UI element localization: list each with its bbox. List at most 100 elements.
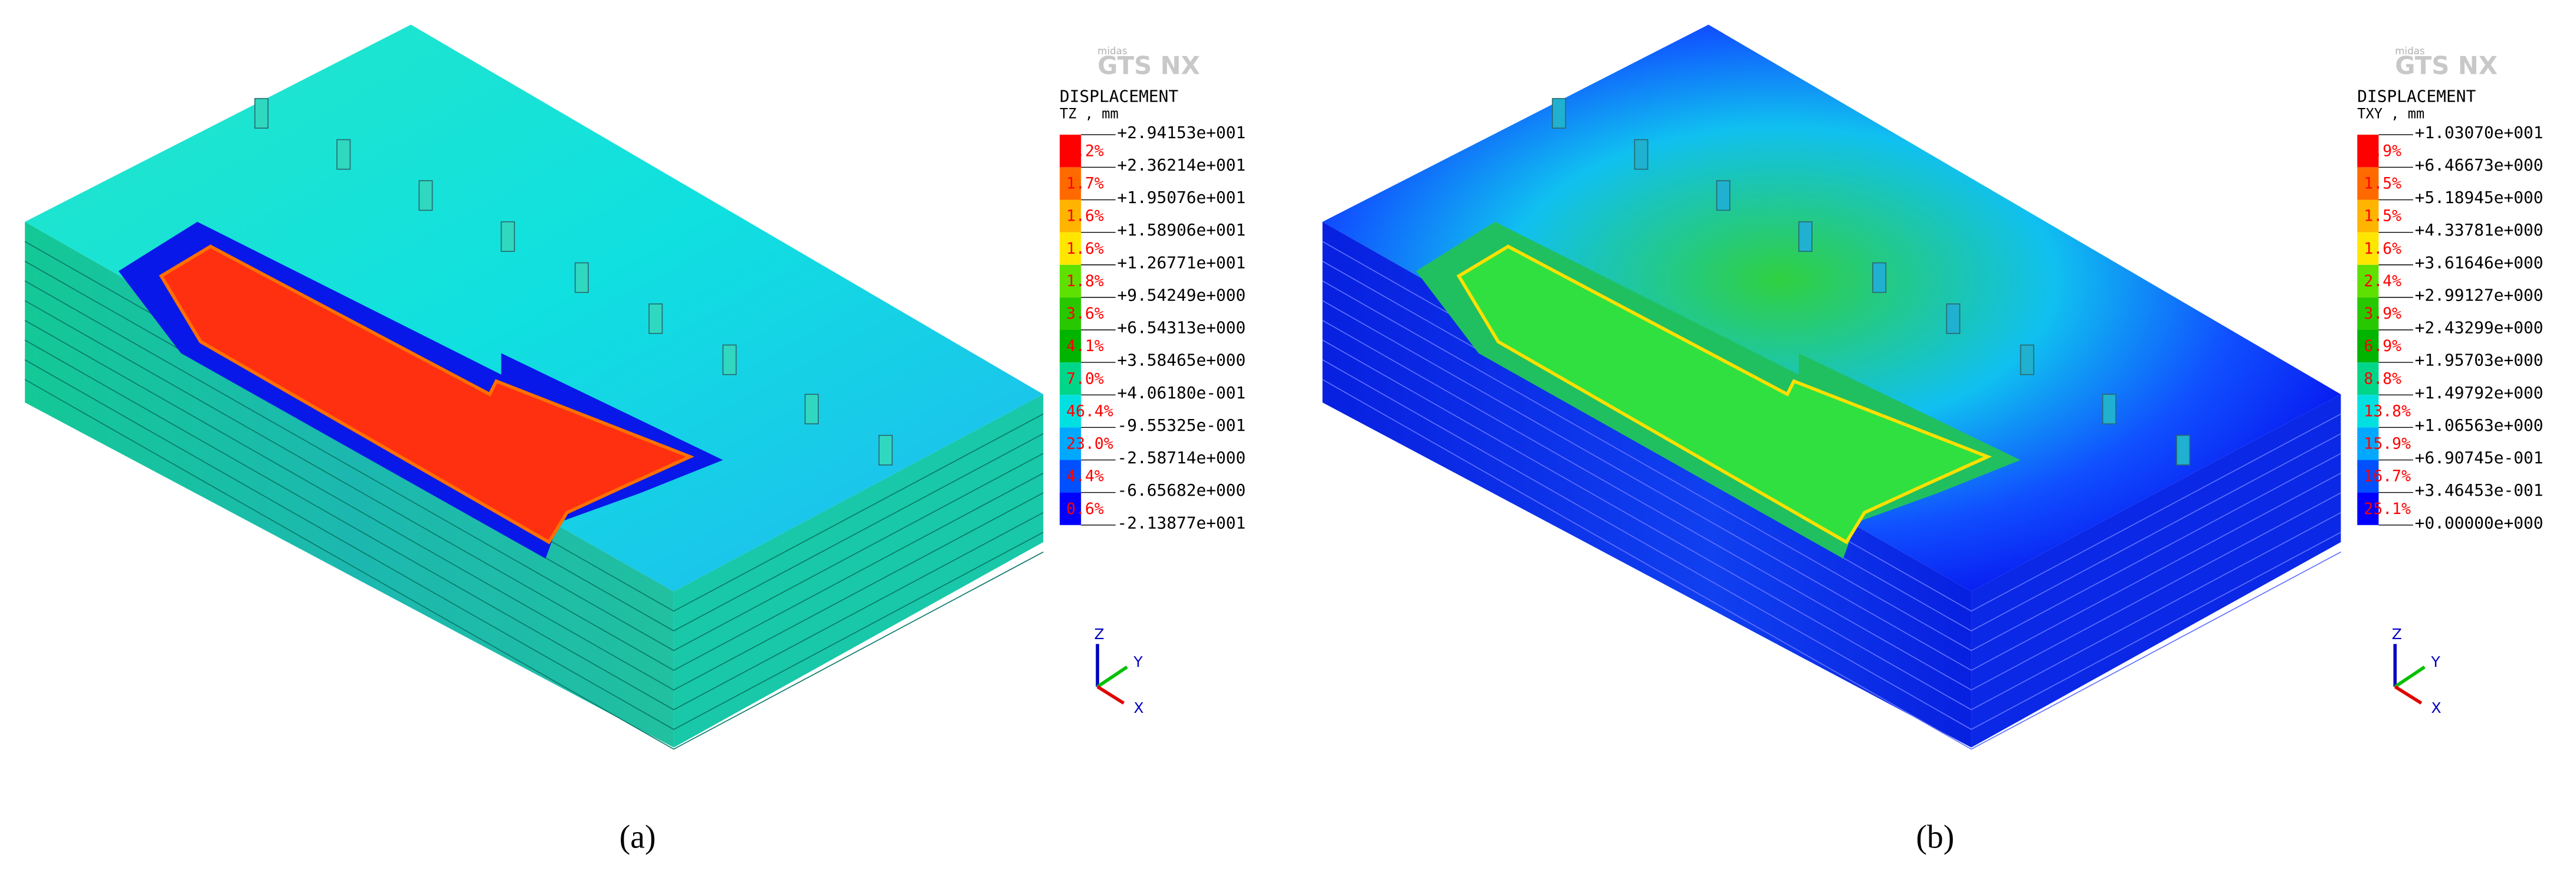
legend-level: +1.03070e+001: [2415, 123, 2544, 142]
legend-percent: 23.0%: [1066, 435, 1113, 453]
layer-line: [24, 300, 1044, 671]
legend-level: +9.54249e+000: [1117, 285, 1246, 305]
axis-z-label: Z: [2392, 626, 2402, 643]
legend-swatch: [1060, 199, 1081, 233]
axis-x-label: X: [2431, 699, 2441, 716]
axis-x: [2394, 685, 2423, 705]
legend-level: -9.55325e-001: [1117, 415, 1246, 435]
legend-swatch: [1060, 329, 1081, 363]
legend-swatch: [2357, 167, 2379, 200]
legend-percent: 1.5%: [2364, 207, 2401, 225]
legend-swatch: [1060, 395, 1081, 428]
pile: [2102, 394, 2116, 425]
legend-level: +2.43299e+000: [2415, 318, 2544, 338]
legend-level: +4.33781e+000: [2415, 220, 2544, 240]
legend-percent: 0.6%: [1066, 500, 1104, 518]
legend-percent: 6.9%: [2364, 337, 2401, 355]
legend-percent: 1.6%: [2364, 240, 2401, 258]
legend-swatch: [2357, 362, 2379, 395]
pit-floor: [159, 244, 694, 545]
legend-level: +3.61646e+000: [2415, 253, 2544, 272]
layer-line: [1322, 359, 2341, 730]
legend-swatch: [1060, 167, 1081, 200]
legend-level: +1.95703e+000: [2415, 351, 2544, 370]
pile: [1552, 98, 1566, 129]
legend-level: +1.49792e+000: [2415, 383, 2544, 402]
block-top-face: [1322, 24, 2341, 592]
panel-caption: (b): [1916, 819, 1954, 855]
legend-level: +6.54313e+000: [1117, 318, 1246, 338]
legend-level: +3.46453e-001: [2415, 480, 2544, 500]
layer-line: [1322, 280, 2341, 652]
legend-swatch: [2357, 297, 2379, 330]
legend-swatch: [2357, 492, 2379, 525]
legend-swatch: [1060, 135, 1081, 168]
legend-level: +1.58906e+001: [1117, 220, 1246, 240]
legend-percent: 3.9%: [2364, 305, 2401, 323]
logo-name: GTS NX: [1097, 51, 1200, 80]
legend-level: +1.06563e+000: [2415, 415, 2544, 435]
legend-percent: 7.0%: [1066, 369, 1104, 388]
layer-line: [24, 280, 1044, 652]
legend-swatch: [1060, 460, 1081, 493]
legend-level: +0.00000e+000: [2415, 513, 2544, 532]
layer-line: [24, 379, 1044, 750]
pit-floor: [1456, 244, 1992, 545]
legend-swatch: [2357, 135, 2379, 168]
legend-level: +1.26771e+001: [1117, 253, 1246, 272]
logo-small: midas: [1097, 45, 1127, 57]
pile: [418, 180, 433, 211]
legend-subtitle: TXY , mm: [2357, 105, 2424, 122]
legend-percent: 25.1%: [2364, 500, 2411, 518]
legend-swatch: [1060, 362, 1081, 395]
legend-percent: 15.9%: [2364, 435, 2411, 453]
legend-level: +2.99127e+000: [2415, 285, 2544, 305]
legend-title: DISPLACEMENT: [2357, 87, 2476, 106]
pile: [2020, 344, 2034, 375]
legend-swatch: [1060, 264, 1081, 297]
layer-line: [24, 359, 1044, 730]
legend-percent: 1.9%: [2364, 142, 2401, 160]
pile: [574, 262, 589, 293]
legend-percent: 13.8%: [2364, 402, 2411, 420]
pile: [878, 434, 893, 466]
legend-swatch: [1060, 492, 1081, 525]
pile: [648, 303, 663, 334]
legend-level: +5.18945e+000: [2415, 188, 2544, 207]
legend-title: DISPLACEMENT: [1060, 87, 1178, 106]
legend-level: -2.58714e+000: [1117, 448, 1246, 467]
legend-percent: 1.8%: [1066, 272, 1104, 290]
legend-percent: 46.4%: [1066, 402, 1113, 420]
legend-level: -2.13877e+001: [1117, 513, 1246, 532]
logo-small: midas: [2395, 45, 2424, 57]
legend-swatch: [2357, 395, 2379, 428]
legend-percent: 4.2%: [1066, 142, 1104, 160]
legend-percent: 16.7%: [2364, 467, 2411, 486]
legend-percent: 1.6%: [1066, 240, 1104, 258]
pile: [804, 394, 819, 425]
legend-level: -6.65682e+000: [1117, 480, 1246, 500]
pile: [1798, 221, 1813, 252]
axis-x: [1096, 685, 1125, 705]
layer-line: [1322, 320, 2341, 691]
axis-y: [1096, 665, 1128, 688]
legend-level: +2.94153e+001: [1117, 123, 1246, 142]
legend-swatch: [2357, 199, 2379, 233]
legend-percent: 2.4%: [2364, 272, 2401, 290]
layer-line: [24, 339, 1044, 711]
legend-swatch: [2357, 329, 2379, 363]
legend-percent: 1.7%: [1066, 175, 1104, 193]
legend-percent: 3.6%: [1066, 305, 1104, 323]
legend-level: +4.06180e-001: [1117, 383, 1246, 402]
legend-subtitle: TZ , mm: [1060, 105, 1119, 122]
legend-level: +6.46673e+000: [2415, 155, 2544, 175]
panel-caption: (a): [620, 819, 656, 855]
legend-percent: 8.8%: [2364, 369, 2401, 388]
legend-swatch: [2357, 460, 2379, 493]
legend-swatch: [1060, 232, 1081, 265]
legend-percent: 1.6%: [1066, 207, 1104, 225]
legend-swatch: [2357, 264, 2379, 297]
legend-level: +2.36214e+001: [1117, 155, 1246, 175]
pile: [1716, 180, 1731, 211]
